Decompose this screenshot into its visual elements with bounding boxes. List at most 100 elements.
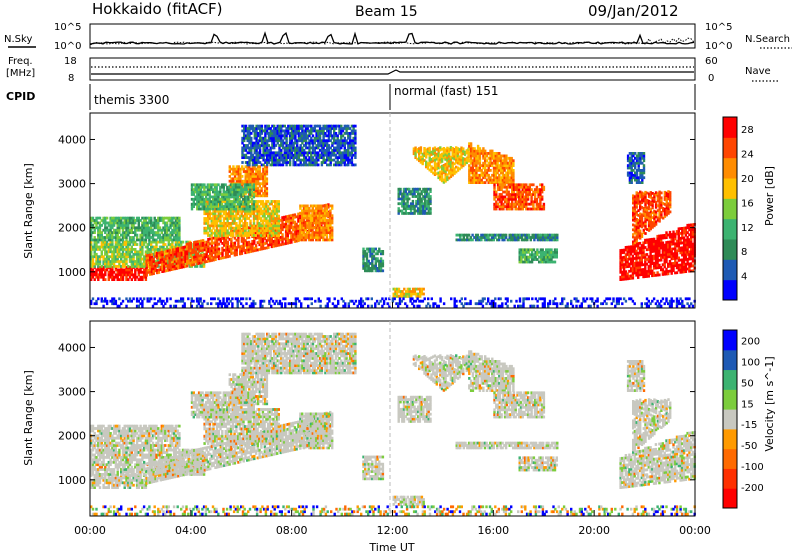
data-cell xyxy=(379,264,383,268)
data-cell xyxy=(322,153,325,157)
data-cell xyxy=(253,239,256,243)
data-cell xyxy=(141,270,144,274)
data-cell xyxy=(171,260,174,263)
data-cell xyxy=(449,146,453,149)
data-cell xyxy=(365,269,369,273)
data-cell xyxy=(476,169,480,172)
data-cell xyxy=(471,176,475,180)
data-cell xyxy=(262,179,265,183)
data-cell xyxy=(237,165,240,169)
data-cell xyxy=(111,224,114,227)
data-cell xyxy=(317,151,320,155)
data-cell xyxy=(219,252,222,255)
data-cell xyxy=(245,209,249,213)
data-cell xyxy=(376,267,379,270)
data-cell xyxy=(250,185,254,189)
data-cell xyxy=(256,187,260,190)
data-cell xyxy=(329,211,332,215)
data-cell xyxy=(287,127,290,130)
data-cell xyxy=(276,241,279,245)
data-cell xyxy=(144,236,148,239)
data-cell xyxy=(104,265,107,268)
data-cell xyxy=(174,231,178,234)
data-cell xyxy=(448,152,451,156)
data-cell xyxy=(107,275,110,279)
data-cell xyxy=(220,195,224,199)
data-cell xyxy=(273,144,276,147)
data-cell xyxy=(128,228,132,232)
data-cell xyxy=(107,255,110,259)
data-cell xyxy=(311,231,314,234)
data-cell xyxy=(269,243,272,247)
data-cell xyxy=(334,149,338,152)
data-cell xyxy=(200,256,203,260)
data-cell xyxy=(303,136,306,140)
data-cell xyxy=(343,151,346,155)
data-cell xyxy=(302,228,305,232)
data-cell xyxy=(121,231,125,234)
data-cell xyxy=(369,254,372,258)
data-cell xyxy=(252,195,255,199)
data-cell xyxy=(473,181,476,184)
data-cell xyxy=(313,204,316,208)
data-cell xyxy=(482,152,485,155)
data-cell xyxy=(309,236,313,239)
data-cell xyxy=(498,193,501,196)
data-cell xyxy=(245,224,249,228)
data-cell xyxy=(98,221,102,225)
data-cell xyxy=(475,161,478,165)
data-cell xyxy=(496,152,499,155)
data-cell xyxy=(212,241,215,245)
data-cell xyxy=(264,132,267,135)
data-cell xyxy=(144,238,148,242)
data-cell xyxy=(371,250,374,253)
data-cell xyxy=(256,226,259,230)
data-cell xyxy=(105,240,109,244)
data-cell xyxy=(169,233,172,237)
data-cell xyxy=(505,161,508,165)
data-cell xyxy=(241,141,244,145)
data-cell xyxy=(304,214,307,218)
data-cell xyxy=(123,252,126,256)
data-cell xyxy=(116,260,119,263)
data-cell xyxy=(238,234,242,237)
data-cell xyxy=(111,216,114,220)
data-cell xyxy=(158,245,162,249)
data-cell xyxy=(226,231,229,235)
data-cell xyxy=(446,168,449,172)
data-cell xyxy=(331,149,334,152)
data-cell xyxy=(354,141,357,145)
data-cell xyxy=(215,219,219,223)
data-cell xyxy=(301,151,304,155)
data-cell xyxy=(177,249,180,253)
data-cell xyxy=(287,146,290,150)
data-cell xyxy=(498,207,501,211)
data-cell xyxy=(333,136,336,140)
data-cell xyxy=(510,169,513,172)
data-cell xyxy=(341,139,345,143)
data-cell xyxy=(120,226,123,230)
data-cell xyxy=(322,236,325,239)
data-cell xyxy=(316,238,320,242)
data-cell xyxy=(316,231,320,234)
data-cell xyxy=(279,223,282,227)
data-cell xyxy=(308,134,311,138)
data-cell xyxy=(512,173,515,177)
data-cell xyxy=(93,221,96,225)
data-cell xyxy=(238,214,242,218)
data-cell xyxy=(217,205,220,208)
data-cell xyxy=(258,224,261,228)
data-cell xyxy=(283,134,286,138)
data-cell xyxy=(134,240,137,244)
data-cell xyxy=(331,124,334,128)
data-cell xyxy=(288,153,292,157)
data-cell xyxy=(278,134,281,138)
data-cell xyxy=(329,221,332,225)
data-cell xyxy=(109,255,112,259)
data-cell xyxy=(473,154,476,158)
data-cell xyxy=(304,156,308,159)
data-cell xyxy=(449,158,453,161)
data-cell xyxy=(246,136,249,140)
data-cell xyxy=(222,190,225,194)
data-cell xyxy=(267,238,270,242)
